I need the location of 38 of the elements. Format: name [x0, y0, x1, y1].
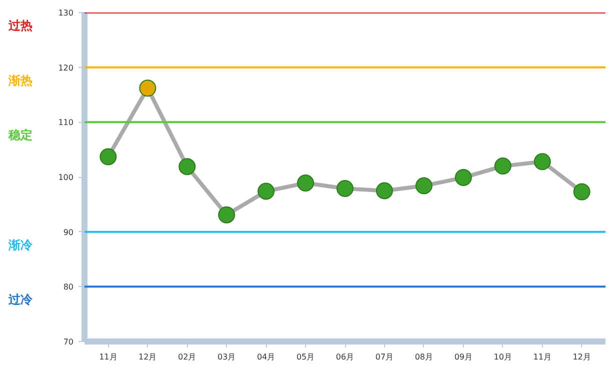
point	[534, 153, 551, 170]
x-tick-label: 02月	[178, 352, 196, 362]
point	[139, 80, 156, 97]
y-tick-label: 120	[58, 63, 74, 72]
x-tick-label: 11月	[533, 352, 552, 362]
ref-line-label: 稳定	[8, 128, 32, 142]
y-tick-label: 70	[63, 338, 74, 346]
point	[100, 148, 117, 166]
y-tick-label: 100	[58, 173, 74, 182]
point	[258, 182, 275, 200]
y-tick-label: 90	[63, 228, 74, 237]
x-tick-label: 11月	[99, 352, 118, 362]
x-tick-label: 12月	[572, 352, 591, 362]
y-tick-label: 110	[58, 118, 74, 128]
x-tick-label: 04月	[256, 352, 276, 362]
x-tick-label: 08月	[414, 352, 434, 362]
x-tick-label: 05月	[296, 352, 315, 362]
ref-line-label: 渐热	[8, 73, 32, 88]
y-tick-label: 130	[58, 8, 74, 18]
point	[494, 158, 512, 175]
point	[218, 206, 236, 224]
y-tick-label: 80	[63, 282, 74, 292]
ref-line-label: 过冷	[8, 292, 34, 307]
point	[573, 183, 590, 200]
x-tick-label: 07月	[375, 352, 394, 362]
point	[376, 182, 393, 200]
point	[336, 180, 354, 197]
point	[297, 174, 314, 192]
point	[415, 177, 432, 194]
point	[178, 158, 196, 176]
point	[454, 169, 472, 186]
x-tick-label: 09月	[454, 352, 473, 362]
ref-line-label: 过热	[8, 18, 32, 32]
x-tick-label: 12月	[138, 352, 157, 362]
x-tick-label: 06月	[336, 352, 354, 362]
ref-line-label: 渐冷	[8, 238, 34, 252]
x-tick-label: 03月	[218, 352, 236, 362]
x-tick-label: 10月	[494, 352, 512, 362]
